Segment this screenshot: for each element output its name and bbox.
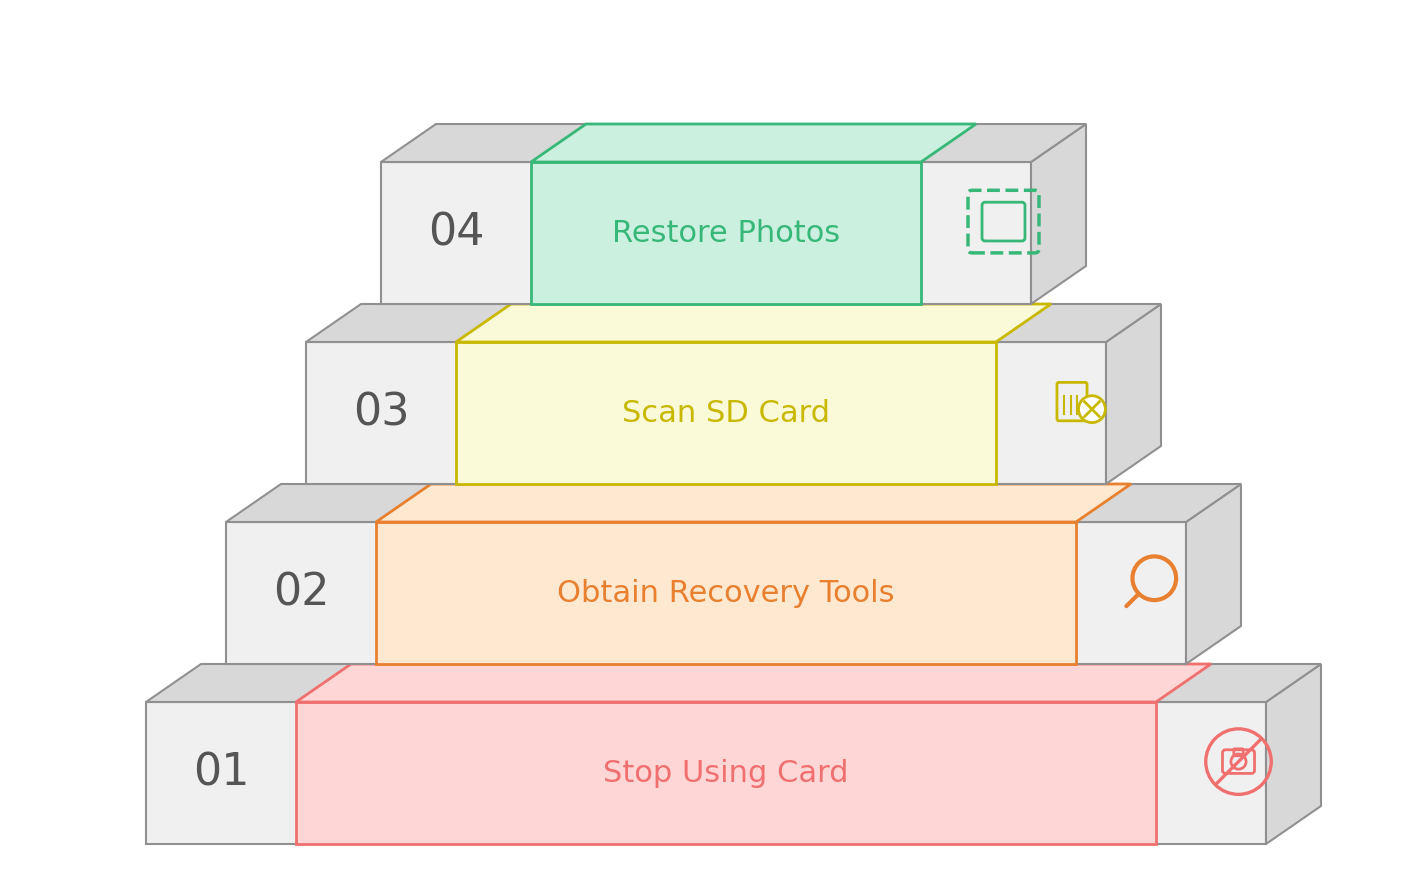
Polygon shape bbox=[1031, 124, 1086, 304]
Circle shape bbox=[1079, 395, 1106, 422]
Polygon shape bbox=[376, 522, 1076, 664]
Polygon shape bbox=[531, 124, 976, 162]
Polygon shape bbox=[381, 162, 1031, 304]
Text: 04: 04 bbox=[428, 211, 484, 255]
Text: 01: 01 bbox=[193, 752, 250, 794]
Polygon shape bbox=[226, 484, 1241, 522]
Polygon shape bbox=[1106, 304, 1161, 484]
Polygon shape bbox=[456, 342, 995, 484]
Polygon shape bbox=[531, 162, 921, 304]
Polygon shape bbox=[456, 304, 1051, 342]
Text: Obtain Recovery Tools: Obtain Recovery Tools bbox=[558, 579, 895, 607]
Text: 03: 03 bbox=[353, 392, 409, 434]
Polygon shape bbox=[306, 342, 1106, 484]
Polygon shape bbox=[297, 702, 1156, 844]
Polygon shape bbox=[1186, 484, 1241, 664]
Text: 02: 02 bbox=[273, 572, 329, 614]
Text: Stop Using Card: Stop Using Card bbox=[603, 759, 849, 787]
Polygon shape bbox=[145, 702, 1267, 844]
Polygon shape bbox=[381, 124, 1086, 162]
Text: Restore Photos: Restore Photos bbox=[611, 218, 840, 248]
Text: Scan SD Card: Scan SD Card bbox=[623, 399, 830, 428]
Polygon shape bbox=[226, 522, 1186, 664]
Polygon shape bbox=[306, 304, 1161, 342]
Polygon shape bbox=[145, 664, 1322, 702]
Polygon shape bbox=[1267, 664, 1322, 844]
Polygon shape bbox=[376, 484, 1131, 522]
Polygon shape bbox=[297, 664, 1211, 702]
